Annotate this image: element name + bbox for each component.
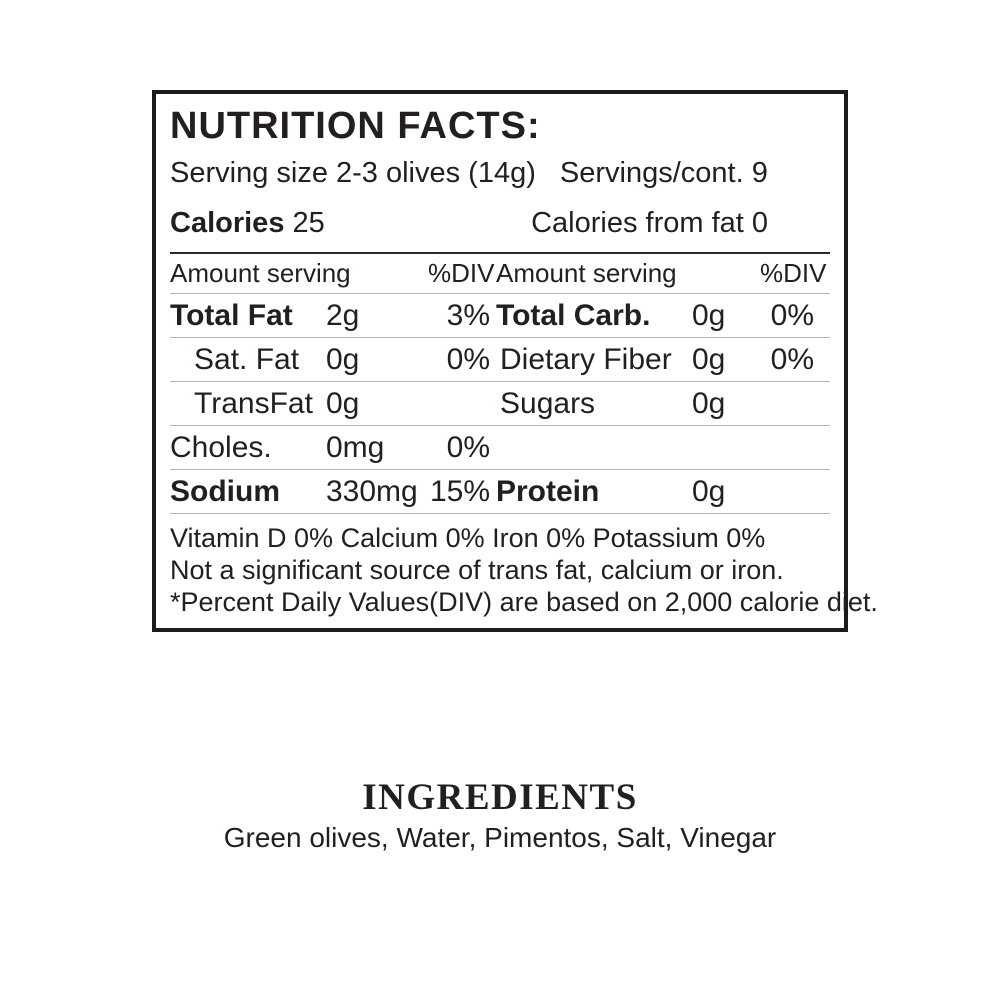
nutrition-facts-title: NUTRITION FACTS: [170, 105, 541, 147]
nutrient-amount: 0g [692, 298, 726, 332]
calories-text: Calories 25 [170, 206, 325, 240]
nutrient-dv: 0% [770, 342, 814, 376]
nutrient-label: Dietary Fiber [500, 342, 672, 376]
nutrient-label: Total Carb. [496, 298, 651, 332]
table-row: Choles. 0mg 0% [170, 426, 830, 470]
nutrient-label: Sodium [170, 474, 280, 508]
table-row: Sodium 330mg 15% Protein 0g [170, 470, 830, 514]
amount-serving-header: Amount serving [170, 258, 351, 288]
nutrient-amount: 2g [326, 298, 360, 332]
nutrient-label: Sugars [500, 386, 596, 420]
nutrient-cell: Protein 0g [496, 475, 832, 509]
nutrient-cell: Choles. 0mg 0% [170, 431, 490, 465]
serving-size-text: Serving size 2-3 olives (14g) [170, 157, 536, 189]
nutrient-cell: Total Fat 2g 3% [170, 299, 490, 333]
nutrient-cell: Total Carb. 0g 0% [496, 299, 832, 333]
calories-from-fat-text: Calories from fat 0 [531, 207, 768, 239]
table-row: Total Fat 2g 3% Total Carb. 0g 0% [170, 294, 830, 338]
table-row: TransFat 0g Sugars 0g [170, 382, 830, 426]
nutrient-cell: Sodium 330mg 15% [170, 475, 490, 509]
nutrient-dv: 3% [446, 298, 490, 332]
column-header-right: Amount serving %DIV [496, 258, 832, 289]
footnotes: Vitamin D 0% Calcium 0% Iron 0% Potassiu… [170, 522, 878, 618]
nutrient-dv: 0% [446, 342, 490, 376]
nutrient-dv: 15% [429, 474, 490, 508]
nutrient-label: Total Fat [170, 298, 293, 332]
table-row: Sat. Fat 0g 0% Dietary Fiber 0g 0% [170, 338, 830, 382]
nutrient-label: Choles. [170, 430, 272, 464]
servings-per-container-text: Servings/cont. 9 [559, 157, 768, 189]
column-header-left: Amount serving %DIV [170, 258, 495, 289]
amount-serving-header: Amount serving [496, 258, 677, 288]
dv-header: %DIV [760, 258, 827, 288]
nutrient-cell: Sugars 0g [496, 387, 832, 421]
ingredients-section: INGREDIENTS Green olives, Water, Pimento… [0, 778, 1000, 854]
micronutrients-line: Vitamin D 0% Calcium 0% Iron 0% Potassiu… [170, 523, 766, 553]
not-significant-line: Not a significant source of trans fat, c… [170, 555, 784, 585]
ingredients-title: INGREDIENTS [362, 777, 638, 818]
nutrient-cell: Sat. Fat 0g 0% [170, 343, 490, 377]
calories-value: 25 [292, 207, 325, 239]
nutrient-amount: 0g [692, 474, 726, 508]
nutrient-label: Protein [496, 474, 600, 508]
nutrient-cell: TransFat 0g [170, 387, 490, 421]
nutrient-dv: 0% [770, 298, 814, 332]
nutrient-amount: 0g [692, 342, 726, 376]
ingredients-list: Green olives, Water, Pimentos, Salt, Vin… [223, 822, 777, 853]
nutrient-amount: 0g [692, 386, 726, 420]
nutrient-dv: 0% [446, 430, 490, 464]
nutrition-facts-panel: NUTRITION FACTS: Serving size 2-3 olives… [152, 90, 878, 632]
daily-values-note: *Percent Daily Values(DIV) are based on … [170, 587, 878, 617]
calories-label: Calories [170, 207, 285, 239]
nutrient-cell: Dietary Fiber 0g 0% [496, 343, 832, 377]
column-header-row: Amount serving %DIV Amount serving %DIV [170, 254, 830, 294]
nutrient-label: Sat. Fat [194, 342, 300, 376]
nutrient-amount: 0mg [326, 430, 385, 464]
calories-row: Calories 25 Calories from fat 0 [170, 206, 830, 240]
serving-info-row: Serving size 2-3 olives (14g) Servings/c… [170, 156, 830, 190]
nutrient-amount: 0g [326, 386, 360, 420]
dv-header: %DIV [428, 258, 495, 288]
nutrient-amount: 330mg [326, 474, 418, 508]
nutrient-label: TransFat [194, 386, 313, 420]
nutrient-amount: 0g [326, 342, 360, 376]
divider-rule [170, 252, 830, 254]
